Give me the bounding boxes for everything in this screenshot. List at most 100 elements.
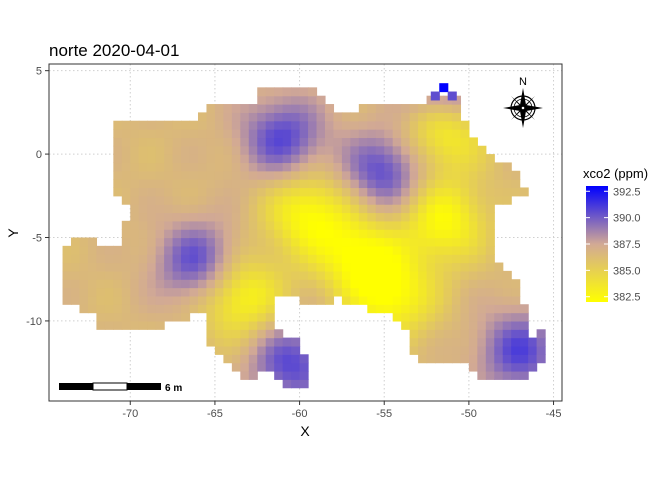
heatmap-cell [164,129,174,139]
heatmap-cell [350,162,360,172]
heatmap-cell [519,370,529,380]
heatmap-cell [299,279,309,289]
heatmap-cell [468,154,478,164]
heatmap-cell [181,145,191,155]
heatmap-cell [248,179,258,189]
heatmap-cell [358,262,368,272]
heatmap-cell [197,129,208,139]
heatmap-cell [316,204,326,214]
heatmap-cell [426,212,436,222]
heatmap-cell [231,279,241,289]
heatmap-cell [384,195,394,205]
heatmap-cell [240,287,250,297]
heatmap-cell [197,179,208,189]
heatmap-cell [231,320,241,330]
heatmap-cell [375,212,385,222]
heatmap-cell [197,112,208,122]
heatmap-cell [460,245,470,255]
heatmap-cell [494,279,504,289]
heatmap-cell [477,304,487,314]
heatmap-cell [87,245,98,255]
heatmap-cell [147,137,157,147]
heatmap-cell [443,354,453,364]
heatmap-cell [409,112,419,122]
heatmap-cell [181,304,191,314]
heatmap-cell [265,212,275,222]
heatmap-cell [451,270,462,280]
heatmap-cell [341,287,351,297]
heatmap-cell [265,337,275,347]
heatmap-cell [155,129,165,139]
heatmap-cell [384,279,394,289]
heatmap-cell [274,154,284,164]
heatmap-cell [341,154,351,164]
heatmap-cell [358,179,368,189]
y-axis: 5 0 -5 -10 [26,66,49,328]
heatmap-cell [274,262,284,272]
heatmap-cell [274,270,284,280]
heatmap-cell [214,229,224,239]
heatmap-cell [240,345,250,355]
heatmap-cell [206,229,216,239]
heatmap-cell [206,329,216,339]
heatmap-cell [418,279,428,289]
heatmap-cell [248,362,258,372]
heatmap-cell [104,295,114,305]
heatmap-cell [223,354,233,364]
heatmap-cell [358,245,368,255]
heatmap-cell [392,229,402,239]
heatmap-cell [257,320,267,330]
heatmap-cell [214,304,224,314]
heatmap-cell [358,237,368,247]
heatmap-cell [426,320,436,330]
heatmap-cell [197,120,208,130]
heatmap-cell [324,137,335,147]
heatmap-cell [223,129,233,139]
y-axis-title: Y [5,228,21,238]
heatmap-cell [316,145,326,155]
heatmap-cell [206,195,216,205]
heatmap-cell [367,187,377,197]
heatmap-cell [206,187,216,197]
heatmap-cell [409,345,419,355]
heatmap-cell [401,229,411,239]
heatmap-cell [451,120,462,130]
heatmap-cell [468,187,478,197]
heatmap-cell [265,187,275,197]
heatmap-cell [274,354,284,364]
heatmap-cell [324,170,335,180]
heatmap-cell [418,329,428,339]
heatmap-cell [435,262,445,272]
heatmap-cell [130,320,140,330]
heatmap-cell [460,254,470,264]
heatmap-cell [206,337,216,347]
heatmap-cell [494,370,504,380]
heatmap-cell [155,195,165,205]
heatmap-cell [418,129,428,139]
heatmap-cell [172,287,182,297]
heatmap-cell [274,362,284,372]
heatmap-cell [240,112,250,122]
heatmap-cell [401,195,411,205]
heatmap-cell [172,295,182,305]
heatmap-cell [494,312,504,322]
heatmap-cell [316,187,326,197]
heatmap-cell [409,229,419,239]
heatmap-cell [71,270,81,280]
heatmap-cell [189,304,199,314]
heatmap-cell [189,195,199,205]
heatmap-cell [147,320,157,330]
heatmap-cell [324,295,335,305]
heatmap-cell [443,279,453,289]
heatmap-cell [265,362,275,372]
heatmap-cell [155,270,165,280]
heatmap-cell [274,237,284,247]
heatmap-cell [130,187,140,197]
heatmap-cell [435,170,445,180]
heatmap-cell [392,162,402,172]
heatmap-cell [214,104,224,113]
heatmap-cell [435,112,445,122]
heatmap-cell [299,362,309,372]
heatmap-cell [358,229,368,239]
heatmap-cell [375,262,385,272]
